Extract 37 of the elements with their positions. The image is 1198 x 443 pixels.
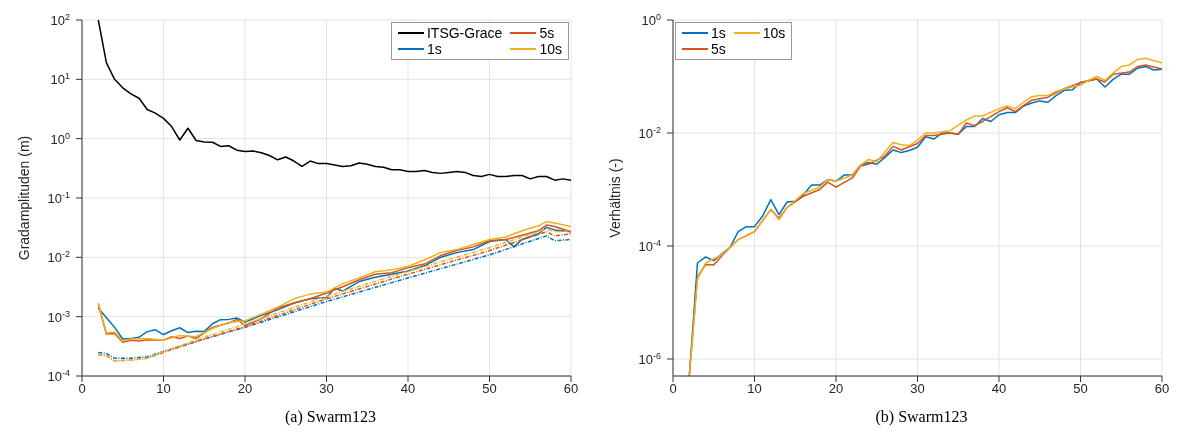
x-tick-label: 10 (156, 381, 171, 397)
y-tick-label: 10$^{-1}$ (47, 190, 70, 206)
legend-label: 5s (539, 25, 555, 41)
legend-label: 10s (762, 25, 786, 41)
line-series (97, 20, 571, 181)
y-axis-title: Verhältnis (-) (606, 158, 623, 238)
y-tick-label: 10$^{0}$ (50, 130, 70, 147)
x-tick-label: 40 (400, 381, 416, 397)
legend-label: ITSG-Grace (426, 25, 503, 41)
x-tick-label: 60 (1154, 381, 1170, 397)
y-tick-label: 10$^{-3}$ (47, 308, 70, 325)
x-tick-label: 20 (828, 381, 844, 397)
y-tick-label: 10$^{1}$ (50, 71, 70, 88)
legend-label: 10s (539, 41, 562, 57)
x-tick-label: 30 (319, 381, 334, 397)
y-tick-label: 10$^{-2}$ (47, 249, 70, 266)
x-tick-label: 50 (482, 381, 497, 397)
x-tick-label: 20 (237, 381, 253, 397)
x-tick-label: 0 (78, 381, 86, 397)
x-tick-label: 30 (910, 381, 925, 397)
text: (a) Swarm123 (283, 408, 378, 426)
text: (b) Swarm123 (874, 408, 969, 426)
legend-label: 1s (711, 25, 726, 41)
x-tick-label: 50 (1073, 381, 1088, 397)
x-tick-label: 10 (747, 381, 762, 397)
x-tick-label: 40 (991, 381, 1007, 397)
legend-label: 5s (711, 41, 726, 57)
y-tick-label: 10$^{-4}$ (638, 237, 661, 254)
y-tick-label: 10$^{-2}$ (638, 125, 661, 141)
legend-label: 1s (426, 41, 442, 57)
y-axis-title: Gradamplituden (m) (15, 135, 32, 261)
y-tick-label: 10$^{-6}$ (638, 350, 661, 367)
y-tick-label: 10$^{-4}$ (47, 368, 70, 384)
x-tick-label: 60 (563, 381, 579, 397)
y-tick-label: 10$^{0}$ (641, 12, 661, 28)
y-tick-label: 10$^{2}$ (50, 12, 70, 28)
x-tick-label: 0 (669, 381, 677, 397)
